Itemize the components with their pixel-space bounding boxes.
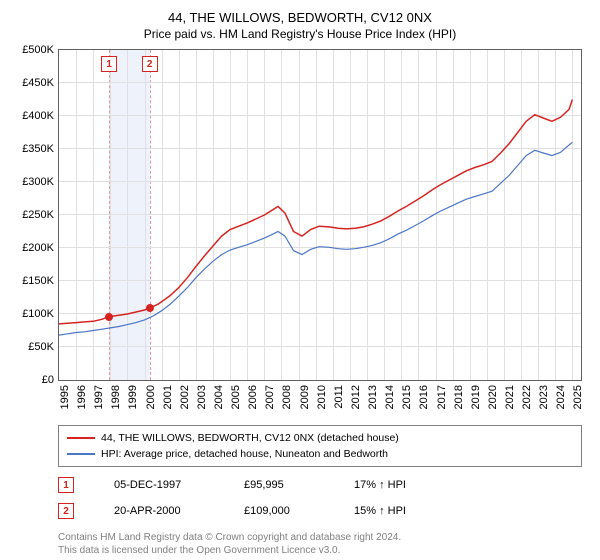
ytick-label: £150K: [22, 275, 54, 287]
xtick-label: 2015: [401, 385, 413, 409]
ytick-label: £50K: [28, 341, 54, 353]
plot-area: £0£50K£100K£150K£200K£250K£300K£350K£400…: [58, 49, 582, 381]
sale-record-date: 05-DEC-1997: [114, 479, 204, 491]
xtick-label: 1999: [127, 385, 139, 409]
chart-container: 44, THE WILLOWS, BEDWORTH, CV12 0NX Pric…: [0, 0, 600, 560]
sale-record-marker: 2: [58, 503, 74, 519]
xtick-label: 2006: [247, 385, 259, 409]
xtick-label: 2017: [436, 385, 448, 409]
sale-record-price: £109,000: [244, 505, 314, 517]
footer-line-2: This data is licensed under the Open Gov…: [58, 544, 582, 557]
xtick-label: 1998: [110, 385, 122, 409]
line-series-svg: [59, 50, 581, 380]
footer-note: Contains HM Land Registry data © Crown c…: [58, 531, 582, 557]
xtick-label: 2009: [299, 385, 311, 409]
xtick-label: 2021: [504, 385, 516, 409]
ytick-label: £0: [42, 374, 54, 386]
sale-record-price: £95,995: [244, 479, 314, 491]
xtick-label: 2016: [418, 385, 430, 409]
legend-label: HPI: Average price, detached house, Nune…: [101, 448, 388, 460]
sale-record-delta: 15% ↑ HPI: [354, 505, 406, 517]
ytick-label: £250K: [22, 209, 54, 221]
legend-swatch: [67, 437, 95, 439]
sale-record-row: 2 20-APR-2000 £109,000 15% ↑ HPI: [58, 503, 592, 519]
xtick-label: 2024: [555, 385, 567, 409]
sale-record-row: 1 05-DEC-1997 £95,995 17% ↑ HPI: [58, 477, 592, 493]
ytick-label: £300K: [22, 176, 54, 188]
xtick-label: 2010: [316, 385, 328, 409]
xtick-label: 2008: [281, 385, 293, 409]
ytick-label: £100K: [22, 308, 54, 320]
sale-record-marker: 1: [58, 477, 74, 493]
ytick-label: £350K: [22, 143, 54, 155]
xtick-label: 2005: [230, 385, 242, 409]
xtick-label: 2004: [213, 385, 225, 409]
xtick-label: 2007: [264, 385, 276, 409]
xtick-label: 2025: [572, 385, 584, 409]
ytick-label: £500K: [22, 44, 54, 56]
sale-record-date: 20-APR-2000: [114, 505, 204, 517]
sale-marker-dot: [146, 304, 154, 312]
xtick-label: 2023: [538, 385, 550, 409]
legend-item: 44, THE WILLOWS, BEDWORTH, CV12 0NX (det…: [67, 430, 573, 446]
chart-title: 44, THE WILLOWS, BEDWORTH, CV12 0NX: [8, 10, 592, 25]
xtick-label: 2014: [384, 385, 396, 409]
ytick-label: £200K: [22, 242, 54, 254]
xtick-label: 2011: [333, 385, 345, 409]
xtick-label: 2019: [470, 385, 482, 409]
ytick-label: £450K: [22, 77, 54, 89]
xtick-label: 2013: [367, 385, 379, 409]
sale-marker-dot: [105, 313, 113, 321]
sale-marker-annotation: 1: [101, 56, 117, 72]
xtick-label: 1997: [93, 385, 105, 409]
xtick-label: 2012: [350, 385, 362, 409]
sale-record-delta: 17% ↑ HPI: [354, 479, 406, 491]
xtick-label: 1996: [76, 385, 88, 409]
xtick-label: 2018: [453, 385, 465, 409]
xtick-label: 2002: [179, 385, 191, 409]
footer-line-1: Contains HM Land Registry data © Crown c…: [58, 531, 582, 544]
ytick-label: £400K: [22, 110, 54, 122]
legend-label: 44, THE WILLOWS, BEDWORTH, CV12 0NX (det…: [101, 432, 399, 444]
legend-swatch: [67, 453, 95, 455]
xtick-label: 2001: [162, 385, 174, 409]
sale-marker-annotation: 2: [142, 56, 158, 72]
legend-item: HPI: Average price, detached house, Nune…: [67, 446, 573, 462]
chart-subtitle: Price paid vs. HM Land Registry's House …: [8, 27, 592, 41]
legend-box: 44, THE WILLOWS, BEDWORTH, CV12 0NX (det…: [58, 425, 582, 467]
series-line: [59, 100, 572, 324]
xtick-label: 2022: [521, 385, 533, 409]
xtick-label: 1995: [59, 385, 71, 409]
xtick-label: 2000: [145, 385, 157, 409]
series-line: [59, 142, 572, 335]
xtick-label: 2003: [196, 385, 208, 409]
xtick-label: 2020: [487, 385, 499, 409]
